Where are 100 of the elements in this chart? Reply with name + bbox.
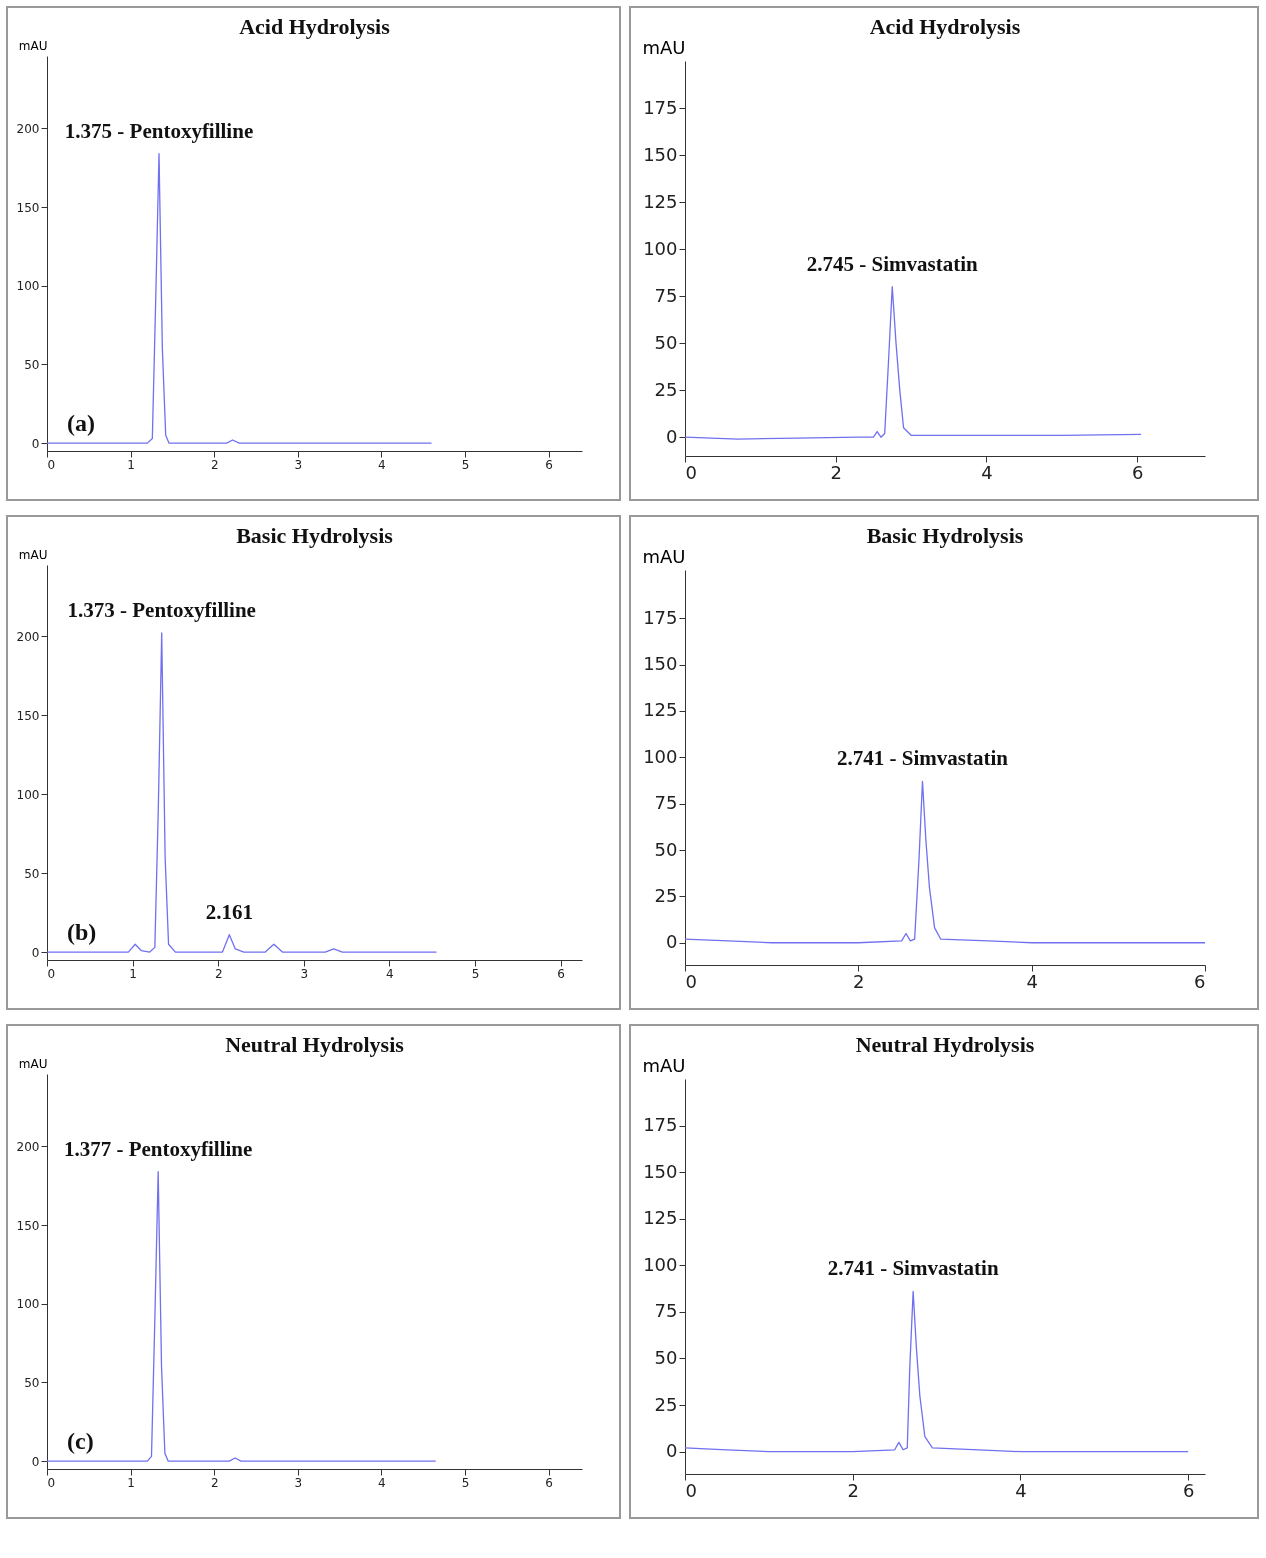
annotation: (a) — [67, 410, 95, 436]
y-tick-label: 100 — [16, 787, 40, 802]
x-tick-label: 2 — [210, 457, 219, 472]
annotation: (b) — [67, 919, 97, 945]
x-tick-label: 0 — [685, 1479, 697, 1501]
y-axis-title: mAU — [642, 1054, 686, 1076]
line-series — [47, 152, 433, 444]
x-tick-label: 1 — [127, 457, 135, 472]
x-tick-label: 2 — [853, 970, 865, 992]
x-tick-label: 4 — [1015, 1479, 1027, 1501]
line-series — [47, 1170, 437, 1462]
y-tick-label: 75 — [654, 792, 678, 814]
y-axis-title: mAU — [18, 38, 48, 53]
y-tick-label: 0 — [666, 1440, 678, 1462]
y-axis-title: mAU — [18, 547, 48, 562]
line-series — [685, 286, 1142, 440]
y-tick-label: 150 — [643, 1160, 678, 1182]
x-tick-label: 6 — [1183, 1479, 1195, 1501]
y-tick-label: 50 — [24, 357, 40, 372]
y-tick-label: 0 — [31, 945, 40, 960]
chart-title: Basic Hydrolysis — [866, 523, 1024, 548]
y-tick-label: 0 — [31, 1454, 40, 1469]
line-series — [47, 632, 438, 953]
y-tick-label: 150 — [16, 708, 40, 723]
y-tick-label: 200 — [16, 121, 40, 136]
annotation: 2.161 — [205, 899, 253, 924]
x-tick-label: 0 — [47, 966, 56, 981]
y-tick-label: 0 — [31, 436, 40, 451]
y-tick-label: 200 — [16, 1139, 40, 1154]
y-tick-label: 100 — [16, 279, 40, 294]
y-tick-label: 100 — [643, 237, 678, 259]
y-tick-label: 0 — [666, 425, 678, 447]
x-tick-label: 3 — [300, 966, 309, 981]
chart-title: Neutral Hydrolysis — [225, 1032, 405, 1057]
x-tick-label: 0 — [47, 1475, 56, 1490]
x-tick-label: 4 — [378, 457, 386, 472]
y-tick-label: 150 — [643, 653, 678, 675]
x-tick-label: 4 — [378, 1475, 386, 1490]
y-tick-label: 100 — [16, 1297, 40, 1312]
y-tick-label: 75 — [654, 1300, 678, 1322]
y-tick-label: 200 — [16, 629, 40, 644]
chart-title: Acid Hydrolysis — [869, 14, 1021, 39]
x-tick-label: 4 — [1026, 970, 1038, 992]
y-axis-title: mAU — [642, 545, 686, 567]
y-tick-label: 0 — [666, 931, 678, 953]
annotation: 1.373 - Pentoxyfilline — [67, 597, 256, 622]
x-tick-label: 2 — [830, 461, 842, 483]
y-tick-label: 25 — [654, 1393, 678, 1415]
y-tick-label: 125 — [643, 699, 678, 721]
y-tick-label: 150 — [16, 1218, 40, 1233]
y-tick-label: 50 — [24, 1375, 40, 1390]
y-tick-label: 150 — [643, 143, 678, 165]
y-tick-label: 50 — [24, 866, 40, 881]
x-tick-label: 4 — [386, 966, 394, 981]
y-axis-title: mAU — [18, 1056, 48, 1071]
x-tick-label: 0 — [685, 461, 697, 483]
x-tick-label: 5 — [461, 1475, 470, 1490]
y-tick-label: 100 — [643, 745, 678, 767]
annotation: (c) — [67, 1428, 94, 1454]
x-tick-label: 2 — [210, 1475, 219, 1490]
x-tick-label: 5 — [471, 966, 480, 981]
chart-title: Acid Hydrolysis — [239, 14, 391, 39]
y-tick-label: 75 — [654, 284, 678, 306]
y-axis-title: mAU — [642, 36, 686, 58]
x-tick-label: 5 — [461, 457, 470, 472]
y-tick-label: 50 — [654, 1346, 678, 1368]
x-tick-label: 2 — [847, 1479, 859, 1501]
y-tick-label: 50 — [654, 331, 678, 353]
y-tick-label: 175 — [643, 96, 678, 118]
x-tick-label: 3 — [294, 1475, 303, 1490]
x-tick-label: 0 — [47, 457, 56, 472]
y-tick-label: 150 — [16, 200, 40, 215]
chart-title: Basic Hydrolysis — [236, 523, 394, 548]
x-tick-label: 6 — [557, 966, 565, 981]
x-tick-label: 6 — [1131, 461, 1144, 483]
x-tick-label: 0 — [685, 970, 697, 992]
x-tick-label: 6 — [1194, 970, 1206, 992]
x-tick-label: 4 — [981, 461, 993, 483]
x-tick-label: 2 — [214, 966, 223, 981]
line-series — [685, 1290, 1189, 1453]
y-tick-label: 175 — [643, 606, 678, 628]
annotation: 1.375 - Pentoxyfilline — [64, 118, 254, 143]
x-tick-label: 3 — [294, 457, 303, 472]
line-series — [685, 780, 1205, 944]
x-tick-label: 6 — [545, 1475, 553, 1490]
annotation: 2.741 - Simvastatin — [827, 1256, 999, 1281]
y-tick-label: 175 — [643, 1114, 678, 1136]
annotation: 2.741 - Simvastatin — [837, 746, 1009, 771]
x-tick-label: 1 — [127, 1475, 135, 1490]
y-tick-label: 125 — [643, 1207, 678, 1229]
y-tick-label: 25 — [654, 378, 678, 400]
x-tick-label: 1 — [129, 966, 137, 981]
x-tick-label: 6 — [545, 457, 553, 472]
chart-title: Neutral Hydrolysis — [855, 1032, 1035, 1057]
annotation: 2.745 - Simvastatin — [806, 251, 979, 276]
y-tick-label: 100 — [643, 1253, 678, 1275]
y-tick-label: 125 — [643, 190, 678, 212]
annotation: 1.377 - Pentoxyfilline — [63, 1136, 253, 1161]
y-tick-label: 25 — [654, 884, 678, 906]
y-tick-label: 50 — [654, 838, 678, 860]
